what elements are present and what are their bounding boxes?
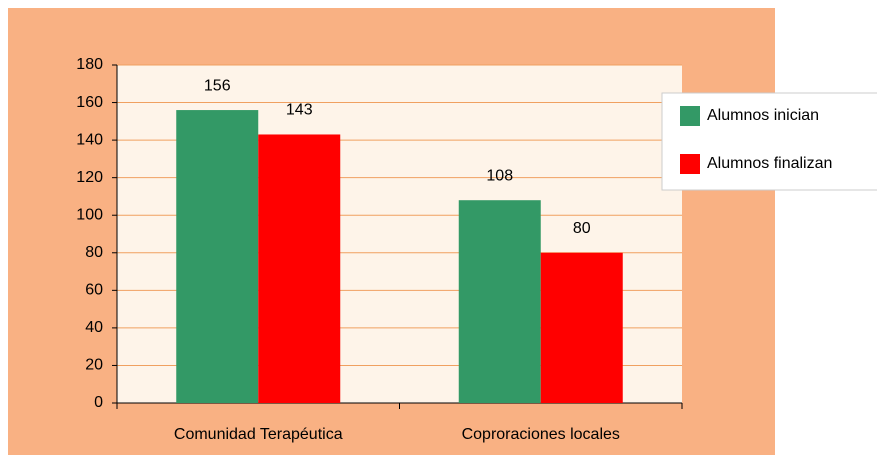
y-tick-label: 80	[85, 244, 103, 261]
bar	[258, 134, 341, 403]
bar	[540, 252, 623, 403]
data-label: 143	[286, 102, 313, 119]
y-tick-label: 40	[85, 319, 103, 336]
y-tick-label: 20	[85, 357, 103, 374]
y-tick-label: 60	[85, 282, 103, 299]
bar	[176, 110, 259, 404]
legend-swatch	[680, 154, 700, 174]
data-label: 80	[573, 220, 591, 237]
x-tick-label: Coproraciones locales	[462, 426, 620, 443]
x-tick-label: Comunidad Terapéutica	[174, 426, 343, 443]
legend-label: Alumnos inician	[707, 107, 819, 124]
bar	[458, 200, 541, 403]
y-tick-label: 140	[76, 131, 103, 148]
legend-swatch	[680, 106, 700, 126]
y-tick-label: 160	[76, 94, 103, 111]
data-label: 108	[486, 167, 513, 184]
y-tick-label: 120	[76, 169, 103, 186]
y-tick-label: 180	[76, 56, 103, 73]
y-tick-label: 0	[94, 394, 103, 411]
legend-label: Alumnos finalizan	[707, 155, 832, 172]
data-label: 156	[204, 77, 231, 94]
y-tick-label: 100	[76, 206, 103, 223]
